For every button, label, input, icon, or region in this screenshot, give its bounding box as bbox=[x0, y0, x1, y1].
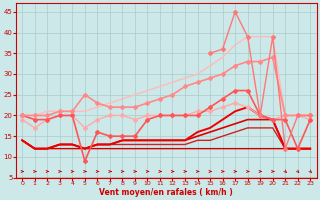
X-axis label: Vent moyen/en rafales ( km/h ): Vent moyen/en rafales ( km/h ) bbox=[100, 188, 233, 197]
